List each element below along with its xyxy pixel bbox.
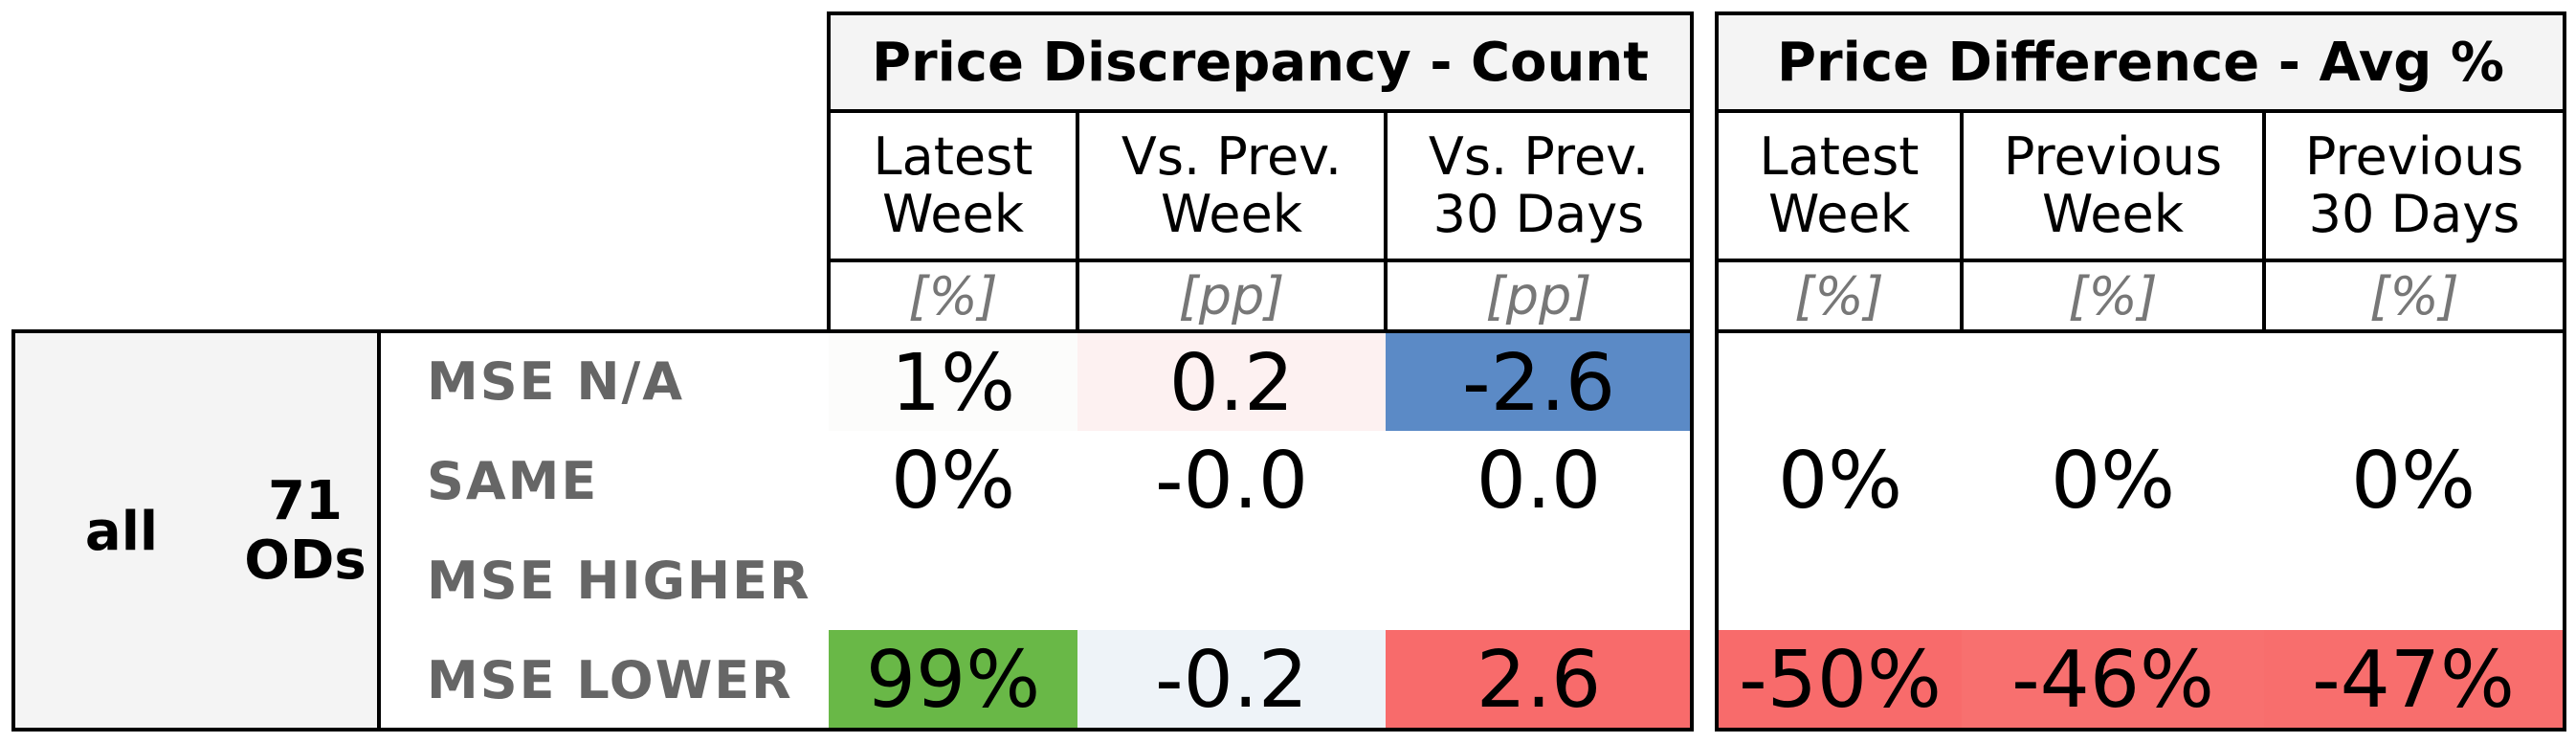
column-header-label: Latest Week xyxy=(873,125,1033,244)
segment-count: 71 ODs xyxy=(244,470,366,592)
table-cell: 0% xyxy=(2264,431,2563,530)
table-cell: 1% xyxy=(829,333,1077,433)
table-cell: 0.2 xyxy=(1077,333,1386,433)
row-label-mse-higher: MSE HIGHER xyxy=(427,550,811,611)
unit-cell: [pp] xyxy=(1386,260,1692,331)
grid-line xyxy=(11,728,1694,732)
group-header-count-label: Price Discrepancy - Count xyxy=(871,31,1650,94)
group-header-avg-label: Price Difference - Avg % xyxy=(1777,31,2504,94)
table-cell: 0% xyxy=(829,431,1077,530)
segment-label: all xyxy=(84,500,159,563)
table-cell xyxy=(829,530,1077,630)
column-header: Latest Week xyxy=(1717,111,1962,260)
unit-cell: [%] xyxy=(1717,260,1962,331)
unit-label: [%] xyxy=(908,265,998,326)
unit-label: [%] xyxy=(2068,265,2158,326)
table-cell: -50% xyxy=(1719,630,1962,730)
column-header-label: Previous Week xyxy=(2003,125,2223,244)
unit-label: [pp] xyxy=(1485,265,1592,326)
column-header: Vs. Prev. 30 Days xyxy=(1386,111,1692,260)
unit-label: [%] xyxy=(2369,265,2459,326)
group-header-count: Price Discrepancy - Count xyxy=(829,13,1692,111)
column-header: Previous 30 Days xyxy=(2264,111,2565,260)
grid-line xyxy=(827,11,1694,15)
grid-line xyxy=(1715,259,2566,262)
grid-line xyxy=(1715,11,1719,732)
grid-line xyxy=(1715,11,2566,15)
unit-cell: [%] xyxy=(829,260,1077,331)
row-label-same: SAME xyxy=(427,450,599,511)
grid-line xyxy=(827,109,1694,113)
grid-line xyxy=(827,259,1694,262)
table-cell xyxy=(1077,530,1386,630)
table-cell: 99% xyxy=(829,630,1077,730)
column-header-label: Previous 30 Days xyxy=(2304,125,2524,244)
table-cell: -0.2 xyxy=(1077,630,1386,730)
grid-line xyxy=(11,329,1694,333)
column-header: Latest Week xyxy=(829,111,1077,260)
grid-line xyxy=(1715,329,2566,333)
table-cell: 2.6 xyxy=(1386,630,1692,730)
table-cell: -0.0 xyxy=(1077,431,1386,530)
row-label-mse-lower: MSE LOWER xyxy=(427,649,793,710)
group-header-avg: Price Difference - Avg % xyxy=(1717,13,2565,111)
grid-line xyxy=(1690,11,1694,732)
grid-line xyxy=(2262,109,2266,333)
table-cell: 0% xyxy=(1719,431,1962,530)
unit-cell: [pp] xyxy=(1077,260,1386,331)
column-header-label: Latest Week xyxy=(1759,125,1920,244)
grid-line xyxy=(1960,109,1964,333)
grid-line xyxy=(1715,109,2566,113)
grid-line xyxy=(2563,11,2566,732)
grid-line xyxy=(827,11,831,333)
unit-cell: [%] xyxy=(2264,260,2565,331)
unit-label: [pp] xyxy=(1178,265,1285,326)
table-cell: 0.0 xyxy=(1386,431,1692,530)
grid-line xyxy=(1384,109,1388,333)
column-header-label: Vs. Prev. 30 Days xyxy=(1428,125,1650,244)
column-header: Vs. Prev. Week xyxy=(1077,111,1386,260)
table-cell xyxy=(1719,530,1962,630)
column-header: Previous Week xyxy=(1962,111,2264,260)
unit-label: [%] xyxy=(1794,265,1884,326)
table-cell xyxy=(2264,333,2563,433)
column-header-label: Vs. Prev. Week xyxy=(1121,125,1343,244)
table-cell: -2.6 xyxy=(1386,333,1692,433)
table-cell: 0% xyxy=(1962,431,2264,530)
table-cell: -47% xyxy=(2264,630,2563,730)
table-cell xyxy=(1386,530,1692,630)
unit-cell: [%] xyxy=(1962,260,2264,331)
table-cell xyxy=(2264,530,2563,630)
table-cell xyxy=(1719,333,1962,433)
grid-line xyxy=(1076,109,1079,333)
grid-line xyxy=(377,329,381,732)
table-cell xyxy=(1962,333,2264,433)
segment-block xyxy=(13,331,379,730)
table-cell xyxy=(1962,530,2264,630)
grid-line xyxy=(1715,728,2566,732)
grid-line xyxy=(11,329,15,732)
table-cell: -46% xyxy=(1962,630,2264,730)
row-label-mse-na: MSE N/A xyxy=(427,350,685,412)
